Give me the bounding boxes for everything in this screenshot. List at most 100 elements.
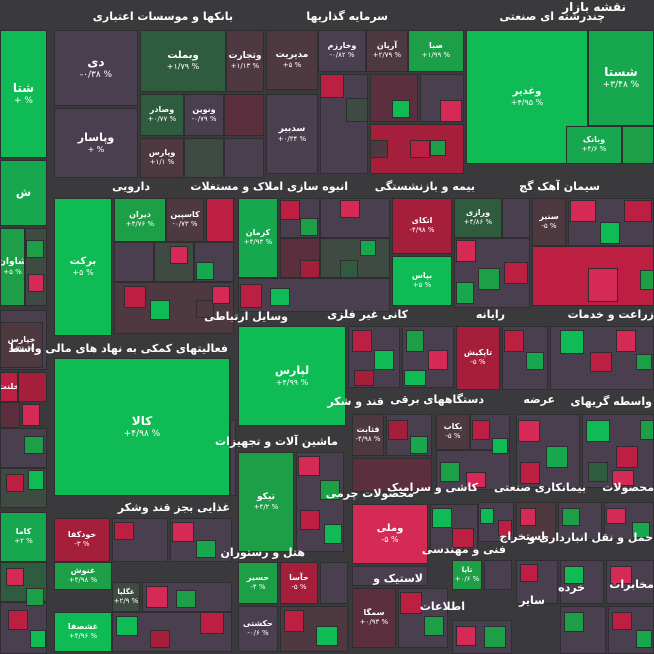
- stock-tile[interactable]: [298, 456, 320, 476]
- stock-tile[interactable]: [502, 198, 530, 238]
- stock-tile[interactable]: خودکفا -۳ %: [54, 518, 110, 562]
- stock-tile[interactable]: [26, 240, 44, 258]
- stock-tile[interactable]: [28, 470, 44, 490]
- stock-tile[interactable]: [570, 200, 596, 222]
- stock-tile[interactable]: سمگا +۰/۹۳ %: [352, 588, 396, 648]
- stock-tile[interactable]: تاپکیش -۵ %: [456, 326, 500, 390]
- stock-tile[interactable]: [430, 140, 446, 156]
- stock-tile[interactable]: [640, 270, 654, 290]
- stock-tile[interactable]: [340, 260, 358, 278]
- stock-tile[interactable]: اتکای -۴/۹۸ %: [392, 198, 452, 254]
- stock-tile[interactable]: حسیر -۴ %: [238, 562, 278, 604]
- stock-tile[interactable]: [406, 330, 424, 352]
- stock-tile[interactable]: [224, 94, 264, 136]
- stock-tile[interactable]: [588, 268, 618, 302]
- stock-tile[interactable]: [562, 508, 580, 526]
- stock-tile[interactable]: [432, 508, 452, 528]
- stock-tile[interactable]: کاما +۲ %: [0, 512, 47, 562]
- stock-tile[interactable]: [270, 288, 290, 306]
- stock-tile[interactable]: [622, 126, 654, 164]
- stock-tile[interactable]: [388, 420, 408, 440]
- stock-tile[interactable]: [428, 350, 448, 370]
- stock-tile[interactable]: [6, 474, 24, 492]
- stock-tile[interactable]: [238, 278, 390, 312]
- stock-tile[interactable]: [586, 420, 610, 442]
- stock-tile[interactable]: کاسپین -۰/۷۳ %: [166, 198, 204, 242]
- stock-tile[interactable]: شتا + %: [0, 30, 47, 158]
- stock-tile[interactable]: ورازی +۴/۸۶ %: [454, 198, 502, 238]
- stock-tile[interactable]: [370, 140, 388, 158]
- stock-tile[interactable]: [564, 566, 584, 584]
- stock-tile[interactable]: کرمان +۴/۹۳ %: [238, 198, 278, 278]
- stock-tile[interactable]: [456, 282, 474, 304]
- stock-tile[interactable]: [206, 198, 234, 242]
- stock-tile[interactable]: [560, 330, 584, 354]
- stock-tile[interactable]: [320, 74, 344, 98]
- stock-tile[interactable]: [472, 420, 490, 440]
- stock-tile[interactable]: [360, 240, 376, 256]
- stock-tile[interactable]: سنیر -۵ %: [532, 198, 566, 246]
- stock-tile[interactable]: [8, 610, 28, 630]
- stock-tile[interactable]: [116, 616, 138, 636]
- stock-tile[interactable]: وپارس +۱/۱ %: [140, 138, 184, 178]
- stock-tile[interactable]: [26, 588, 44, 606]
- stock-tile[interactable]: [196, 300, 214, 318]
- stock-tile[interactable]: [612, 470, 634, 486]
- stock-tile[interactable]: [466, 472, 486, 488]
- stock-tile[interactable]: [600, 222, 620, 244]
- stock-tile[interactable]: سدبیر +۰/۳۴ %: [266, 94, 318, 174]
- stock-tile[interactable]: [452, 528, 474, 548]
- stock-tile[interactable]: کالا +۴/۹۸ %: [54, 358, 230, 496]
- stock-tile[interactable]: [300, 260, 320, 278]
- stock-tile[interactable]: [484, 626, 506, 648]
- stock-tile[interactable]: [624, 200, 652, 222]
- stock-tile[interactable]: [424, 616, 444, 636]
- stock-tile[interactable]: [404, 370, 426, 386]
- stock-tile[interactable]: [352, 566, 428, 586]
- stock-tile[interactable]: [184, 138, 224, 178]
- stock-tile[interactable]: [520, 462, 540, 484]
- stock-tile[interactable]: آریان +۲/۷۹ %: [366, 30, 408, 72]
- stock-tile[interactable]: [564, 612, 584, 632]
- stock-tile[interactable]: [346, 98, 368, 122]
- stock-tile[interactable]: [280, 200, 300, 220]
- stock-tile[interactable]: تیکو +۴/۲ %: [238, 452, 294, 552]
- stock-tile[interactable]: حآسا -۵ %: [280, 562, 318, 604]
- stock-tile[interactable]: [392, 100, 410, 118]
- stock-tile[interactable]: [456, 240, 476, 262]
- stock-tile[interactable]: [0, 402, 20, 428]
- stock-tile[interactable]: [612, 612, 632, 630]
- stock-tile[interactable]: [546, 446, 568, 468]
- stock-tile[interactable]: وخارزم -۰/۸۲ %: [318, 30, 366, 72]
- stock-tile[interactable]: [24, 436, 44, 454]
- stock-tile[interactable]: صبا +۱/۹۹ %: [408, 30, 464, 72]
- stock-tile[interactable]: قثابت -۴/۹۸ %: [352, 414, 384, 456]
- stock-tile[interactable]: غنوش +۴/۹۸ %: [54, 562, 112, 590]
- stock-tile[interactable]: [492, 438, 508, 454]
- stock-tile[interactable]: [354, 370, 374, 386]
- stock-tile[interactable]: [200, 612, 224, 634]
- stock-tile[interactable]: بپاس +۵ %: [392, 256, 452, 306]
- stock-tile[interactable]: [352, 330, 372, 352]
- stock-tile[interactable]: [224, 138, 264, 178]
- stock-tile[interactable]: ش: [0, 160, 47, 226]
- stock-tile[interactable]: وپاسار + %: [54, 108, 138, 178]
- stock-tile[interactable]: [504, 262, 528, 284]
- stock-tile[interactable]: [300, 218, 318, 236]
- stock-tile[interactable]: [212, 286, 230, 304]
- stock-tile[interactable]: خپارس -۰/۵۱ %: [0, 322, 43, 368]
- stock-tile[interactable]: [440, 100, 462, 122]
- stock-tile[interactable]: [526, 352, 544, 370]
- stock-tile[interactable]: غشصفا +۴/۹۶ %: [54, 612, 112, 652]
- stock-tile[interactable]: [616, 446, 638, 468]
- stock-tile[interactable]: [30, 630, 46, 648]
- stock-tile[interactable]: [324, 524, 342, 544]
- stock-tile[interactable]: [300, 510, 320, 530]
- stock-tile[interactable]: [240, 284, 262, 308]
- stock-tile[interactable]: [18, 372, 47, 402]
- stock-tile[interactable]: [320, 562, 348, 604]
- stock-tile[interactable]: [640, 420, 654, 440]
- stock-tile[interactable]: وملی -۵ %: [352, 504, 428, 564]
- stock-tile[interactable]: [316, 626, 338, 646]
- stock-tile[interactable]: تاپا +۰/۶ %: [452, 560, 482, 590]
